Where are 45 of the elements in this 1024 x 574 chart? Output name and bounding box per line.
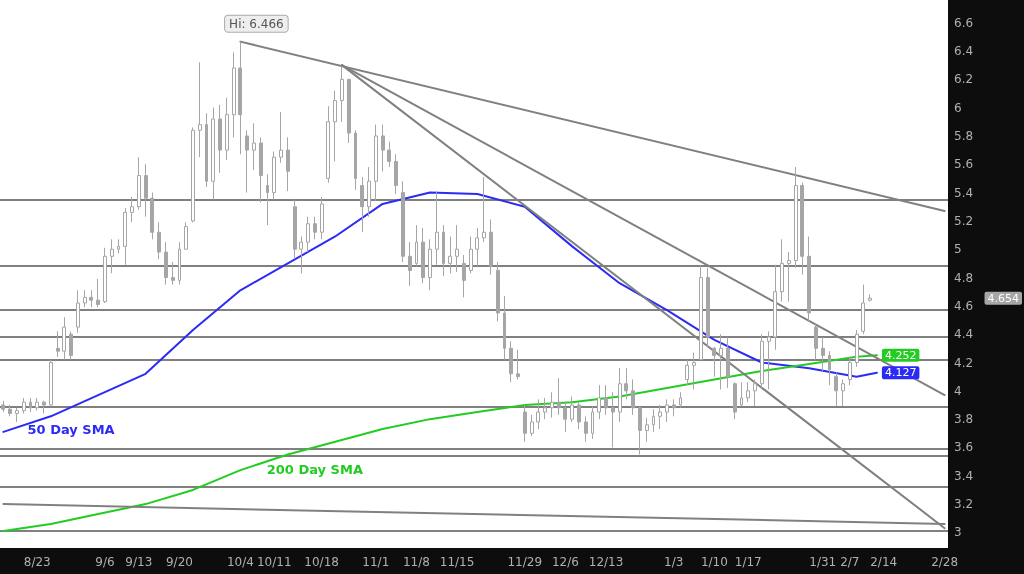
x-tick-label: 10/18 [304,555,339,569]
y-tick-label: 5 [954,242,962,257]
y-tick-label: 4.6 [954,298,974,313]
x-tick-label: 2/7 [840,555,860,569]
y-tick-label: 6.4 [954,43,974,58]
y-tick-label: 6.6 [954,15,974,30]
data-label: 4.252 [884,348,917,362]
y-tick-label: 3.6 [954,440,974,455]
y-tick-label: 4 [954,383,962,398]
x-tick-label: 12/13 [588,555,624,569]
x-tick-label: 11/8 [402,555,430,569]
series-label: 200 Day SMA [266,462,363,478]
series-label: 50 Day SMA [27,422,115,438]
x-tick-label: 11/29 [507,555,543,569]
y-tick-label: 5.4 [954,185,974,200]
x-tick-label: 1/31 [809,555,837,569]
y-tick-label: 6.2 [954,72,974,87]
x-tick-label: 9/13 [125,555,153,569]
y-tick-label: 3.8 [954,412,974,427]
x-tick-label: 11/1 [362,555,390,569]
y-tick-label: 4.2 [954,355,974,370]
x-tick-label: 2/28 [931,555,959,569]
x-tick-label: 1/3 [664,555,684,569]
y-tick-label: 4.8 [954,270,974,285]
x-tick-label: 8/23 [23,555,51,569]
data-label: 4.127 [884,366,917,380]
y-tick-label: 5.2 [954,213,974,228]
y-tick-label: 4.4 [954,327,974,342]
x-tick-label: 1/10 [700,555,728,569]
y-tick-label: 3.2 [954,497,974,512]
y-tick-label: 6 [954,100,962,115]
x-tick-label: 11/15 [439,555,475,569]
y-tick-label: 5.6 [954,157,974,172]
y-tick-label: 3.4 [954,468,974,483]
x-tick-label: 1/17 [734,555,762,569]
x-tick-label: 12/6 [551,555,579,569]
x-tick-label: 9/6 [95,555,115,569]
annotation: Hi: 6.466 [229,16,284,31]
y-tick-label: 5.8 [954,128,974,143]
x-tick-label: 2/14 [870,555,898,569]
y-tick-label: 3 [954,525,962,540]
x-tick-label: 10/11 [256,555,292,569]
text: 4.654 [987,291,1019,305]
x-tick-label: 9/20 [165,555,193,569]
x-tick-label: 10/4 [226,555,254,569]
